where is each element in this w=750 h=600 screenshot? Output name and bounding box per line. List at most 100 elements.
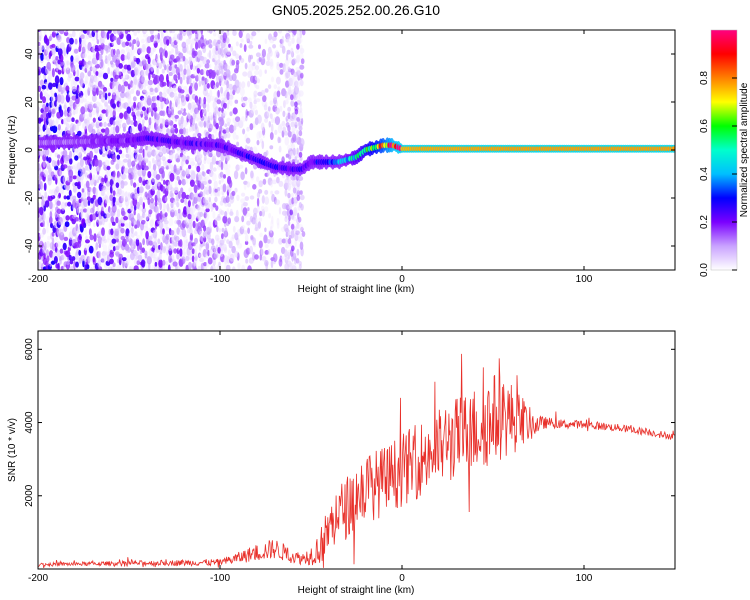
- spectrogram-noise-cell: [40, 181, 43, 190]
- spectrogram-noise-cell: [74, 55, 80, 62]
- spectrogram-noise-cell: [147, 95, 151, 104]
- spectrogram-noise-cell: [151, 34, 155, 40]
- spectrogram-noise-cell: [133, 265, 139, 270]
- spectrogram-noise-cell: [66, 65, 70, 71]
- spectrogram-noise-cell: [160, 242, 163, 251]
- spectrogram-noise-cell: [290, 193, 294, 198]
- spectrogram-noise-cell: [267, 248, 271, 255]
- spectrogram-noise-cell: [46, 240, 50, 248]
- spectrogram-noise-cell: [183, 86, 188, 91]
- spectrogram-noise-cell: [42, 159, 46, 168]
- spectrogram-noise-cell: [118, 123, 122, 129]
- spectrogram-noise-cell: [114, 251, 120, 256]
- spectrogram-noise-cell: [235, 116, 241, 122]
- spectrogram-noise-cell: [197, 222, 202, 230]
- spectrogram-noise-cell: [161, 156, 166, 162]
- spectrogram-noise-cell: [288, 180, 293, 185]
- spectrogram-noise-cell: [123, 215, 129, 221]
- spectrogram-noise-cell: [252, 61, 256, 67]
- spectrogram-noise-cell: [54, 165, 59, 171]
- spectrogram-noise-cell: [212, 211, 216, 219]
- spectrogram-noise-cell: [266, 239, 271, 244]
- snr-x-tick-label: 100: [576, 573, 593, 584]
- spectrogram-noise-cell: [232, 107, 238, 115]
- spectrogram-noise-cell: [197, 252, 202, 259]
- spectrogram-noise-cell: [75, 261, 79, 268]
- spectrogram-noise-cell: [133, 75, 138, 84]
- spectrogram-noise-cell: [238, 81, 242, 90]
- spectrogram-noise-cell: [177, 208, 181, 214]
- spectrogram-noise-cell: [218, 107, 222, 112]
- spectrogram-noise-cell: [127, 83, 131, 90]
- spectrogram-noise-cell: [62, 242, 67, 251]
- spectrogram-noise-cell: [197, 132, 202, 138]
- spectrogram-noise-cell: [46, 255, 50, 263]
- spectrogram-noise-cell: [226, 30, 230, 33]
- spectrogram-noise-cell: [244, 167, 248, 175]
- spectrogram-noise-cell: [141, 119, 145, 125]
- spectrogram-noise-cell: [300, 226, 304, 232]
- spectrogram-noise-cell: [161, 81, 167, 87]
- spectrogram-noise-cell: [175, 168, 181, 175]
- spectrogram-noise-cell: [95, 121, 100, 129]
- spectrogram-noise-cell: [157, 238, 161, 245]
- spectrogram-noise-cell: [127, 147, 131, 155]
- spectrogram-noise-cell: [219, 249, 224, 258]
- spectrogram-noise-cell: [123, 158, 128, 163]
- spectrogram-noise-cell: [124, 30, 129, 35]
- spectrogram-noise-cell: [98, 243, 102, 249]
- spectrogram-noise-cell: [98, 90, 103, 96]
- spectrogram-y-tick-label: 20: [24, 96, 35, 108]
- spectrogram-noise-cell: [141, 123, 145, 132]
- spectrogram-noise-cell: [125, 237, 130, 243]
- spectrogram-noise-cell: [120, 75, 125, 81]
- spectrogram-noise-cell: [217, 214, 221, 219]
- spectrogram-noise-cell: [45, 94, 51, 102]
- spectrogram-noise-cell: [279, 255, 283, 263]
- spectrogram-noise-cell: [191, 30, 195, 34]
- spectrogram-noise-cell: [265, 101, 268, 108]
- spectrogram-noise-cell: [72, 185, 77, 193]
- colorbar-ticks: 0.0 0.2 0.4 0.6 0.8: [699, 71, 737, 277]
- spectrogram-noise-cell: [60, 228, 64, 236]
- spectrogram-noise-cell: [268, 212, 272, 219]
- spectrogram-noise-cell: [260, 56, 266, 66]
- spectrogram-noise-cell: [274, 116, 281, 126]
- spectrogram-noise-cell: [174, 114, 179, 119]
- spectrogram-noise-cell: [173, 248, 178, 254]
- spectrogram-noise-cell: [159, 52, 163, 62]
- spectrogram-noise-cell: [129, 213, 135, 222]
- spectrogram-noise-cell: [182, 247, 186, 256]
- spectrogram-noise-cell: [211, 238, 215, 246]
- spectrogram-noise-cell: [217, 69, 221, 75]
- spectrogram-noise-cell: [119, 112, 124, 119]
- spectrogram-noise-cell: [197, 104, 202, 111]
- spectrogram-noise-cell: [223, 174, 226, 179]
- spectrogram-noise-cell: [138, 242, 142, 251]
- spectrogram-noise-cell: [42, 96, 46, 104]
- spectrogram-noise-cell: [47, 235, 51, 241]
- spectrogram-noise-cell: [188, 50, 193, 55]
- spectrogram-noise-cell: [199, 230, 204, 236]
- spectrogram-noise-cell: [137, 254, 143, 262]
- spectrogram-noise-cell: [84, 67, 88, 73]
- spectrogram-noise-cell: [52, 203, 55, 208]
- spectrogram-noise-cell: [225, 264, 231, 270]
- spectrogram-noise-cell: [120, 180, 125, 189]
- spectrogram-noise-cell: [51, 43, 56, 48]
- spectrogram-noise-cell: [286, 229, 291, 236]
- spectrogram-noise-cell: [215, 73, 220, 83]
- spectrogram-noise-cell: [246, 181, 251, 188]
- spectrogram-noise-cell: [156, 99, 160, 109]
- spectrogram-noise-cell: [292, 187, 297, 194]
- spectrogram-noise-cell: [77, 227, 81, 233]
- spectrogram-noise-cell: [214, 115, 218, 122]
- spectrogram-noise-cell: [269, 100, 274, 106]
- spectrogram-noise-cell: [259, 232, 263, 238]
- spectrogram-noise-cell: [58, 192, 61, 199]
- spectrogram-noise-cell: [199, 253, 204, 258]
- spectrogram-noise-cell: [135, 238, 140, 247]
- spectrogram-noise-cell: [57, 262, 60, 270]
- spectrogram-noise-cell: [232, 266, 236, 270]
- spectrogram-noise-cell: [258, 217, 263, 222]
